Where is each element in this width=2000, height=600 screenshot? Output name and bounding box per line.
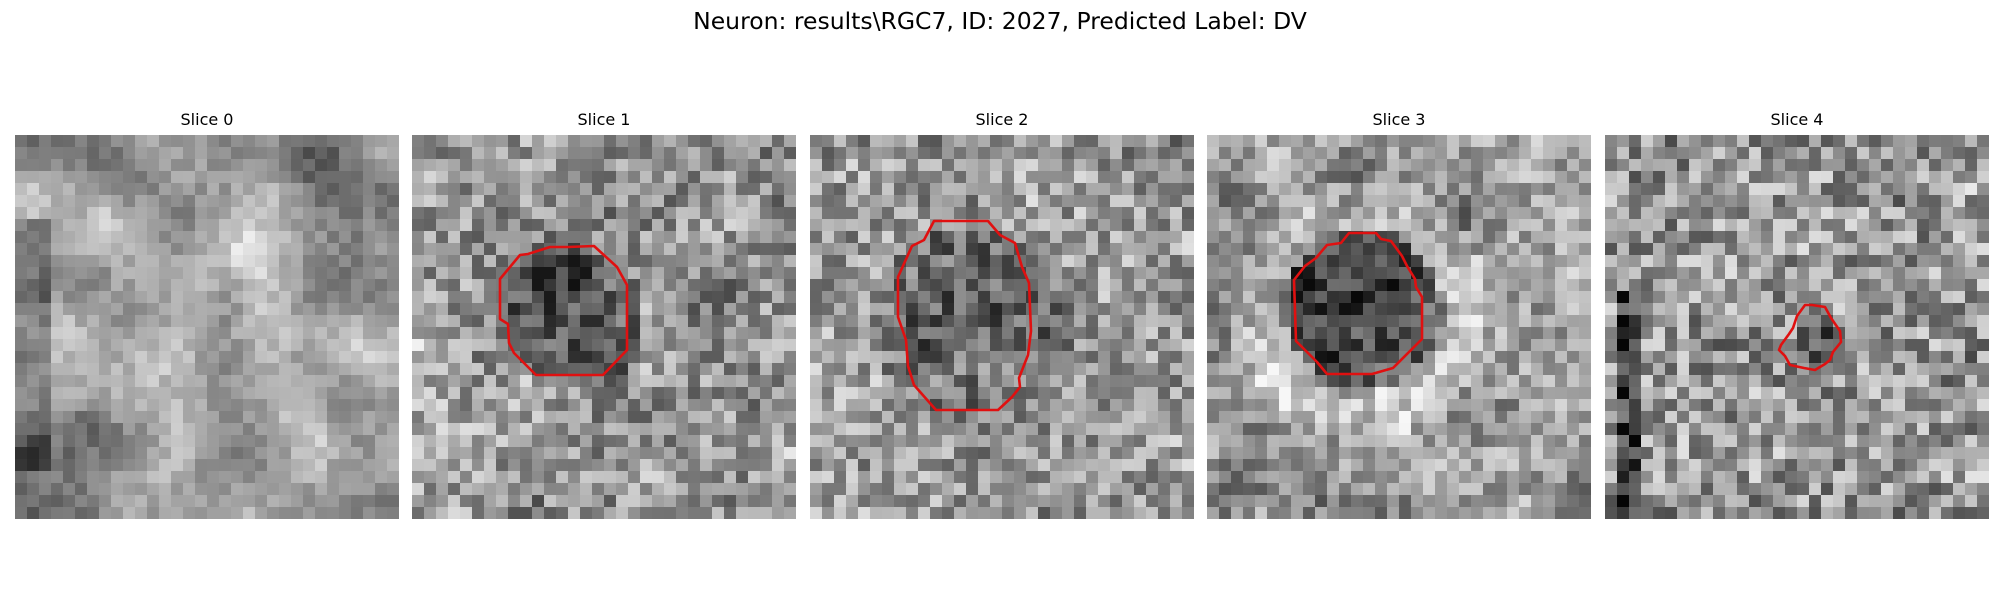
slice-title-0: Slice 0 [180, 110, 234, 129]
cell-contour-1 [498, 244, 629, 377]
slice-title-3: Slice 3 [1372, 110, 1426, 129]
slice-image-4 [1605, 135, 1989, 519]
slice-pixels-2 [810, 135, 1194, 519]
slice-pixels-3 [1207, 135, 1591, 519]
cell-contour-3 [1292, 231, 1424, 376]
slice-panel-3: Slice 3 [1207, 109, 1591, 519]
cell-contour-4 [1777, 303, 1843, 372]
slice-image-2 [810, 135, 1194, 519]
slice-pixels-4 [1605, 135, 1989, 519]
slice-panel-1: Slice 1 [412, 109, 796, 519]
cell-contour-2 [896, 219, 1033, 412]
slice-image-3 [1207, 135, 1591, 519]
slice-panel-2: Slice 2 [810, 109, 1194, 519]
slice-image-0 [15, 135, 399, 519]
slice-title-4: Slice 4 [1770, 110, 1824, 129]
slice-pixels-0 [15, 135, 399, 519]
slice-title-1: Slice 1 [577, 110, 631, 129]
slice-title-2: Slice 2 [975, 110, 1029, 129]
slice-panel-0: Slice 0 [15, 109, 399, 519]
figure-title: Neuron: results\RGC7, ID: 2027, Predicte… [693, 7, 1307, 35]
slice-pixels-1 [412, 135, 796, 519]
slice-image-1 [412, 135, 796, 519]
slice-panel-4: Slice 4 [1605, 109, 1989, 519]
